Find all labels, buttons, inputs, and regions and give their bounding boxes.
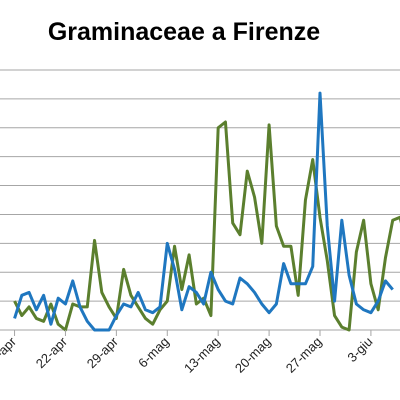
x-axis-ticks: 15-apr 22-apr 29-apr 6-mag 13-mag 20-mag 27-ma… bbox=[0, 330, 375, 376]
x-tick-label: 3-giu bbox=[344, 334, 375, 365]
x-tick-label: 15-apr bbox=[0, 333, 20, 371]
gridlines bbox=[0, 69, 400, 331]
x-tick-label: 20-mag bbox=[232, 334, 274, 376]
x-tick-label: 29-apr bbox=[84, 333, 122, 371]
x-tick-label: 6-mag bbox=[135, 334, 172, 371]
x-tick-label: 13-mag bbox=[181, 334, 223, 376]
x-tick-label: 27-mag bbox=[283, 334, 325, 376]
chart-title: Graminaceae a Firenze bbox=[47, 18, 321, 46]
x-tick-label: 22-apr bbox=[33, 333, 71, 371]
series-lines bbox=[13, 91, 400, 332]
series-line-2 bbox=[13, 91, 394, 332]
series-line-1 bbox=[13, 120, 400, 332]
